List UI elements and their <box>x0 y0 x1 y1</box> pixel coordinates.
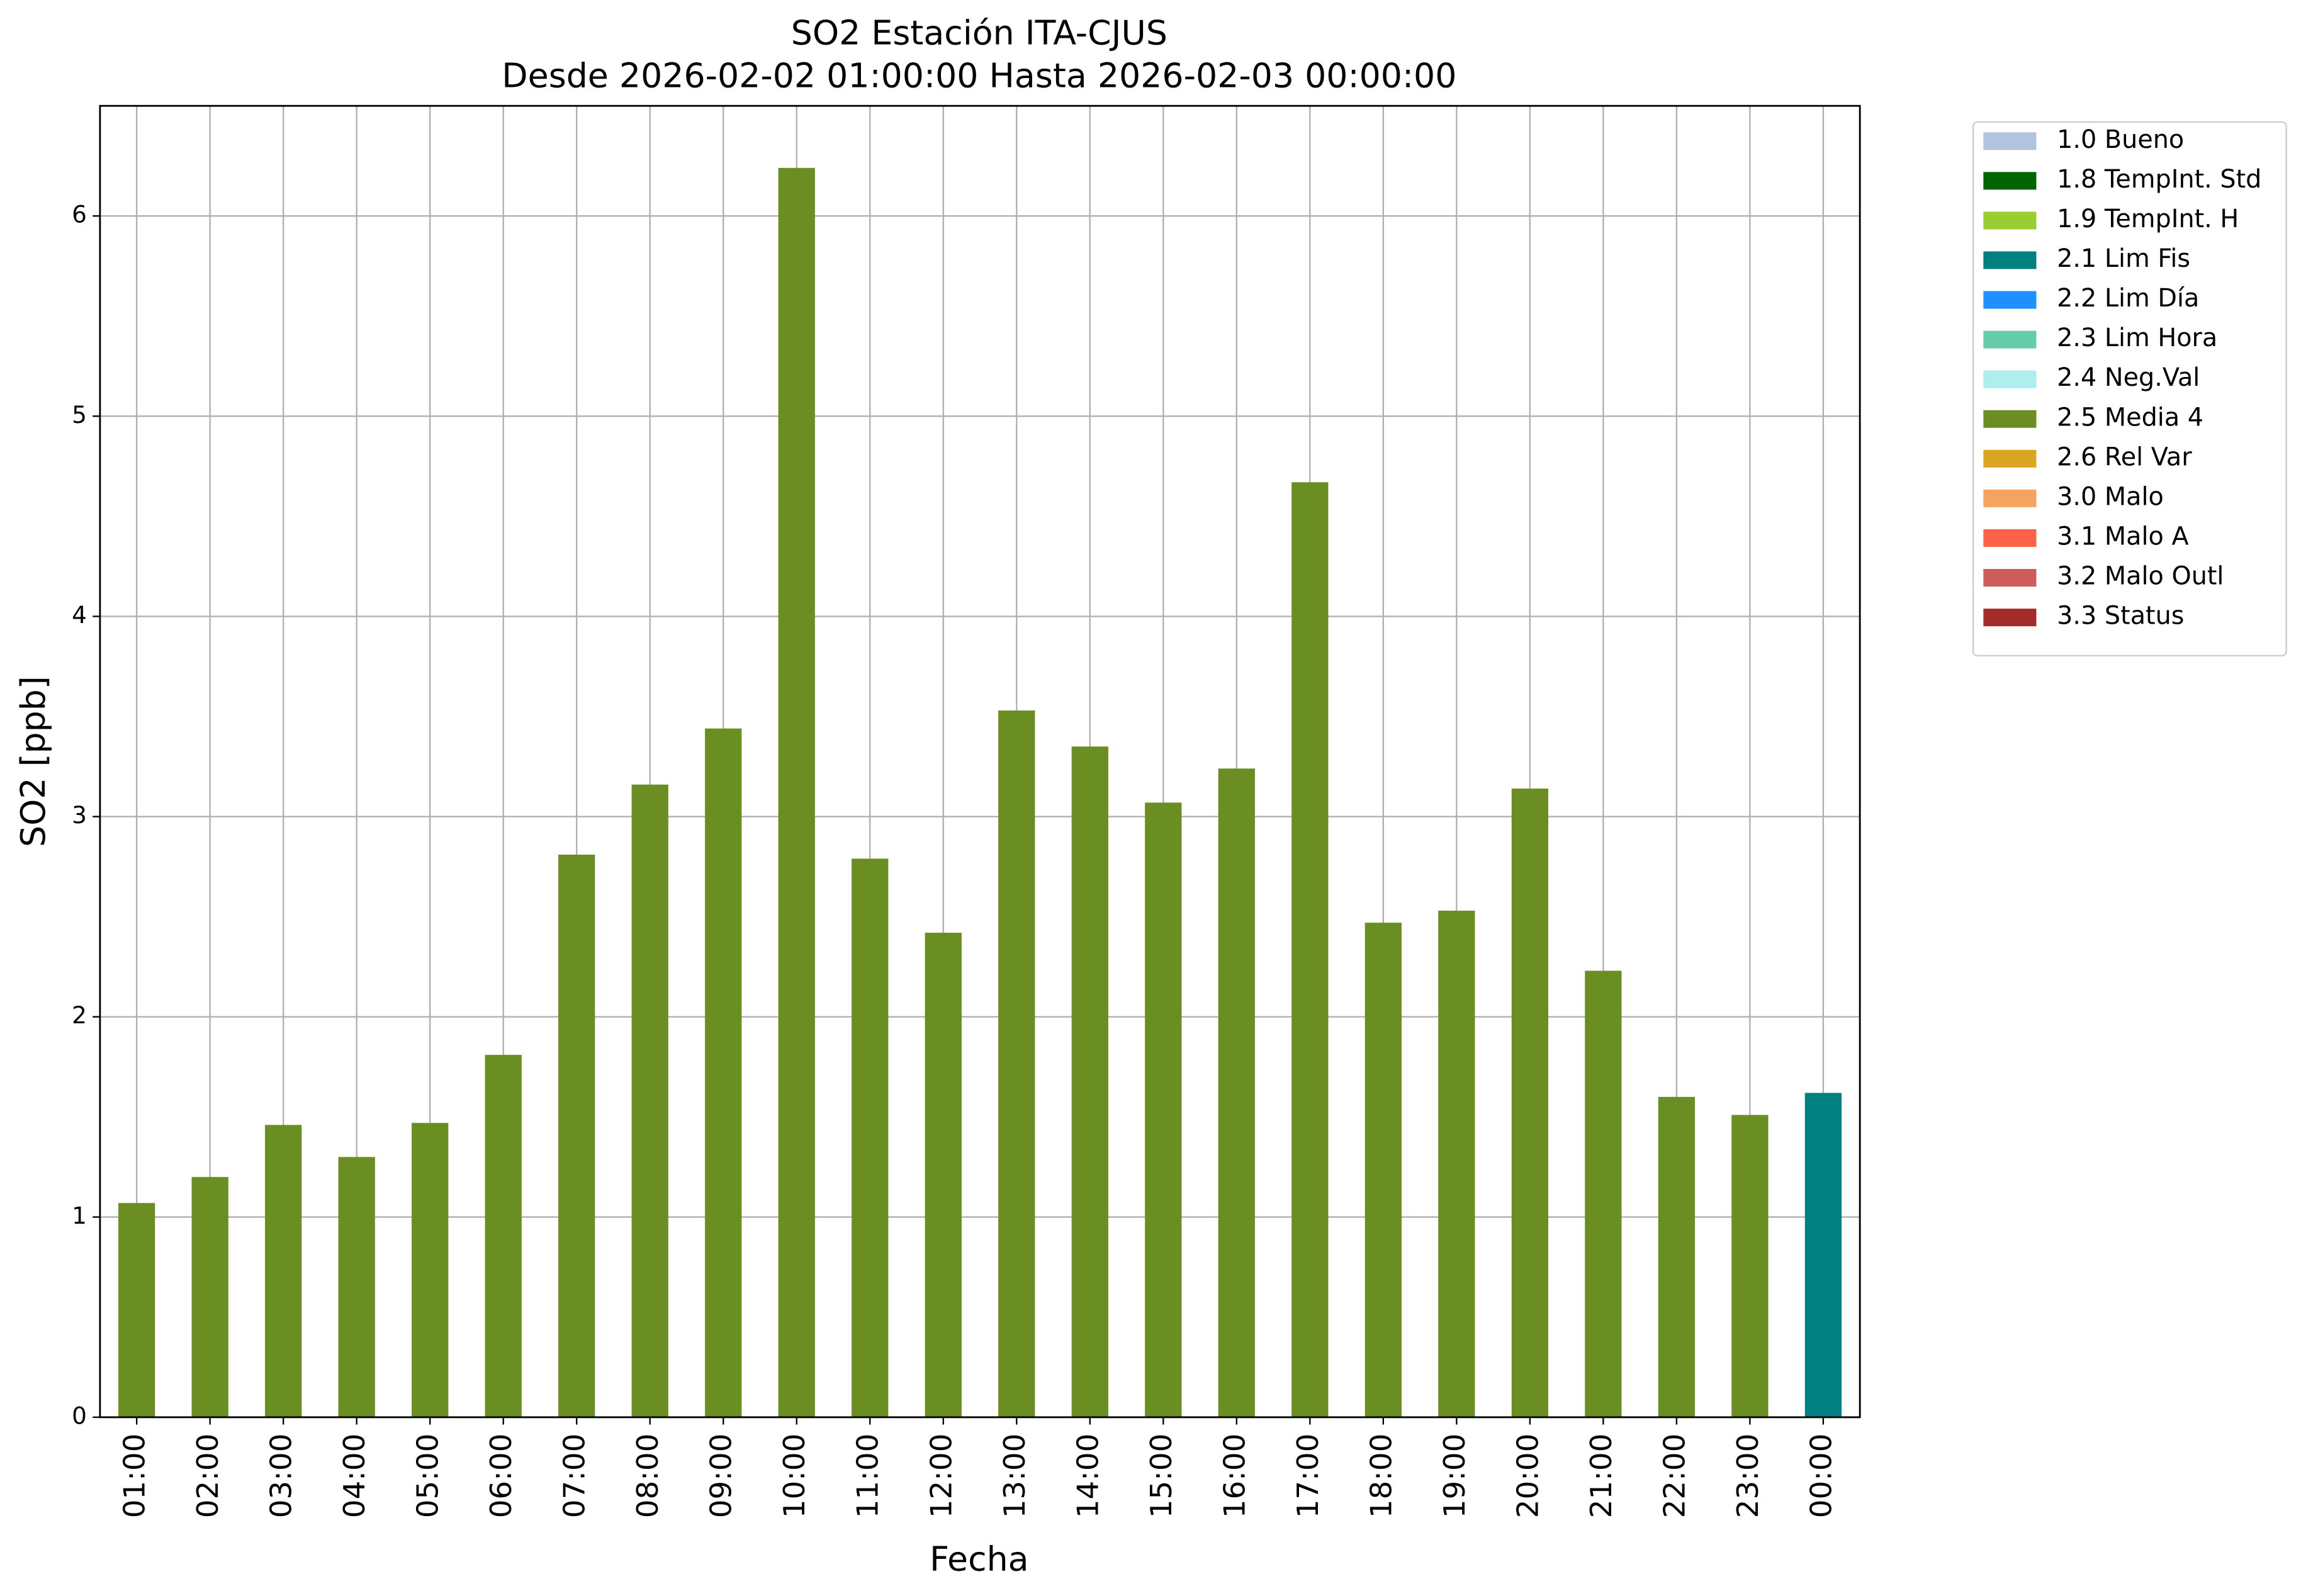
legend-label: 2.2 Lim Día <box>2057 284 2199 313</box>
y-tick-label: 6 <box>72 201 87 228</box>
bar <box>1218 768 1255 1417</box>
x-tick-label: 17:00 <box>1291 1434 1325 1519</box>
bar <box>1145 802 1182 1417</box>
bar <box>1585 970 1622 1417</box>
chart-subtitle: Desde 2026-02-02 01:00:00 Hasta 2026-02-… <box>502 55 1456 95</box>
legend-swatch <box>1983 489 2037 507</box>
x-tick-label: 08:00 <box>631 1434 665 1519</box>
bar <box>338 1157 375 1417</box>
x-tick-label: 03:00 <box>265 1434 299 1519</box>
legend-label: 3.1 Malo A <box>2057 522 2188 551</box>
legend-swatch <box>1983 529 2037 548</box>
legend-swatch <box>1983 609 2037 627</box>
legend-label: 2.6 Rel Var <box>2057 442 2192 471</box>
bar <box>631 784 668 1417</box>
x-tick-label: 06:00 <box>485 1434 519 1519</box>
bar <box>1731 1115 1769 1417</box>
x-tick-label: 13:00 <box>998 1434 1032 1519</box>
y-axis-label: SO2 [ppb] <box>13 676 53 847</box>
bar <box>1364 923 1402 1417</box>
legend-label: 1.9 TempInt. H <box>2057 205 2239 233</box>
x-tick-label: 21:00 <box>1585 1434 1619 1519</box>
bar <box>265 1125 302 1417</box>
legend-label: 3.2 Malo Outl <box>2057 562 2224 591</box>
bar <box>1438 911 1475 1417</box>
y-tick-label: 0 <box>72 1402 87 1429</box>
y-tick-label: 5 <box>72 401 87 429</box>
chart-title: SO2 Estación ITA-CJUS <box>791 13 1167 53</box>
x-tick-label: 14:00 <box>1071 1434 1105 1519</box>
bar <box>118 1203 155 1417</box>
x-tick-label: 16:00 <box>1218 1434 1252 1519</box>
y-tick-label: 2 <box>72 1001 87 1029</box>
bar <box>778 167 815 1417</box>
bar <box>925 933 962 1417</box>
legend-swatch <box>1983 251 2037 269</box>
bar <box>412 1123 449 1417</box>
legend-label: 2.4 Neg.Val <box>2057 363 2200 392</box>
legend-swatch <box>1983 370 2037 388</box>
bar <box>1291 482 1329 1417</box>
legend-label: 2.1 Lim Fis <box>2057 244 2190 273</box>
legend-swatch <box>1983 410 2037 428</box>
bar <box>998 710 1035 1417</box>
legend-swatch <box>1983 449 2037 468</box>
legend-label: 2.5 Media 4 <box>2057 403 2203 432</box>
legend-swatch <box>1983 330 2037 349</box>
x-tick-label: 07:00 <box>558 1434 592 1519</box>
x-axis-label: Fecha <box>930 1539 1029 1579</box>
x-tick-label: 02:00 <box>191 1434 225 1519</box>
x-tick-label: 05:00 <box>412 1434 446 1519</box>
bar <box>1071 746 1108 1417</box>
y-tick-label: 3 <box>72 801 87 829</box>
bar <box>1658 1096 1695 1417</box>
x-tick-label: 12:00 <box>925 1434 959 1519</box>
x-tick-label: 23:00 <box>1731 1434 1765 1519</box>
x-tick-label: 22:00 <box>1658 1434 1692 1519</box>
x-tick-label: 15:00 <box>1145 1434 1179 1519</box>
x-tick-label: 09:00 <box>705 1434 739 1519</box>
legend-label: 2.3 Lim Hora <box>2057 323 2217 352</box>
bar <box>558 854 595 1417</box>
legend-label: 1.8 TempInt. Std <box>2057 165 2261 194</box>
y-tick-label: 1 <box>72 1201 87 1229</box>
bar <box>1511 789 1548 1417</box>
x-tick-label: 10:00 <box>778 1434 812 1519</box>
plot-frame <box>99 104 1861 1419</box>
y-tick-label: 4 <box>72 601 87 629</box>
x-tick-label: 00:00 <box>1804 1434 1838 1519</box>
x-tick-label: 20:00 <box>1511 1434 1545 1519</box>
legend-label: 3.3 Status <box>2057 602 2184 631</box>
bar <box>705 728 742 1417</box>
bar <box>191 1177 228 1417</box>
bar <box>485 1055 522 1417</box>
x-tick-label: 04:00 <box>338 1434 372 1519</box>
x-tick-label: 18:00 <box>1364 1434 1398 1519</box>
legend-box <box>1972 121 2287 657</box>
legend-label: 1.0 Bueno <box>2057 125 2184 154</box>
legend-label: 3.0 Malo <box>2057 482 2164 511</box>
x-tick-label: 01:00 <box>118 1434 152 1519</box>
bar <box>852 858 889 1417</box>
legend-swatch <box>1983 569 2037 587</box>
legend-swatch <box>1983 211 2037 230</box>
legend-swatch <box>1983 172 2037 190</box>
legend-swatch <box>1983 291 2037 309</box>
x-tick-label: 11:00 <box>852 1434 886 1519</box>
legend-swatch <box>1983 132 2037 150</box>
bar <box>1804 1093 1842 1417</box>
x-tick-label: 19:00 <box>1438 1434 1472 1519</box>
